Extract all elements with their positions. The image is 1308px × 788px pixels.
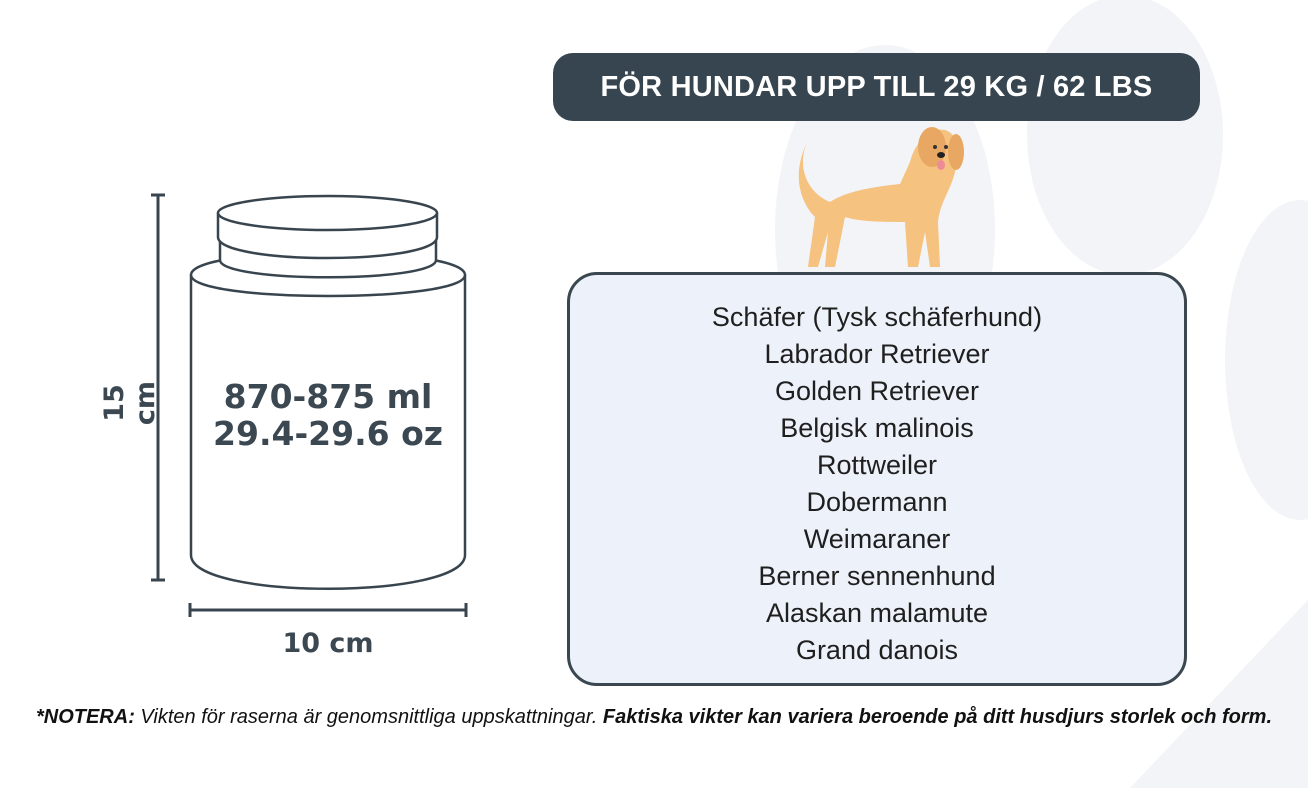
- breed-item: Weimaraner: [803, 524, 951, 554]
- jar-volume: 870-875 ml 29.4-29.6 oz: [190, 378, 466, 452]
- jar-illustration: [151, 193, 468, 617]
- breed-item: Dobermann: [806, 487, 948, 517]
- disclaimer-note: *NOTERA: Vikten för raserna är genomsnit…: [0, 702, 1308, 732]
- breed-item: Berner sennenhund: [758, 561, 996, 591]
- breed-item: Golden Retriever: [774, 376, 980, 406]
- volume-oz: 29.4-29.6 oz: [213, 414, 443, 453]
- breed-list-box: Schäfer (Tysk schäferhund) Labrador Retr…: [567, 272, 1187, 686]
- dog-icon: [798, 127, 964, 267]
- breed-list: Schäfer (Tysk schäferhund) Labrador Retr…: [570, 299, 1184, 669]
- breed-item: Schäfer (Tysk schäferhund): [711, 302, 1043, 332]
- breed-item: Labrador Retriever: [764, 339, 990, 369]
- breed-item: Grand danois: [795, 635, 959, 665]
- height-label: 15 cm: [99, 380, 161, 426]
- breed-item: Belgisk malinois: [780, 413, 974, 443]
- breed-item: Rottweiler: [816, 450, 938, 480]
- dimension-lines: [151, 193, 468, 617]
- note-label: *NOTERA:: [35, 706, 135, 728]
- width-label: 10 cm: [282, 628, 374, 659]
- breed-item: Alaskan malamute: [765, 598, 989, 628]
- volume-ml: 870-875 ml: [223, 377, 433, 416]
- note-text: Vikten för raserna är genomsnittliga upp…: [134, 706, 603, 728]
- weight-limit-banner: FÖR HUNDAR UPP TILL 29 KG / 62 LBS: [553, 53, 1200, 121]
- note-bold-text: Faktiska vikter kan variera beroende på …: [602, 706, 1273, 728]
